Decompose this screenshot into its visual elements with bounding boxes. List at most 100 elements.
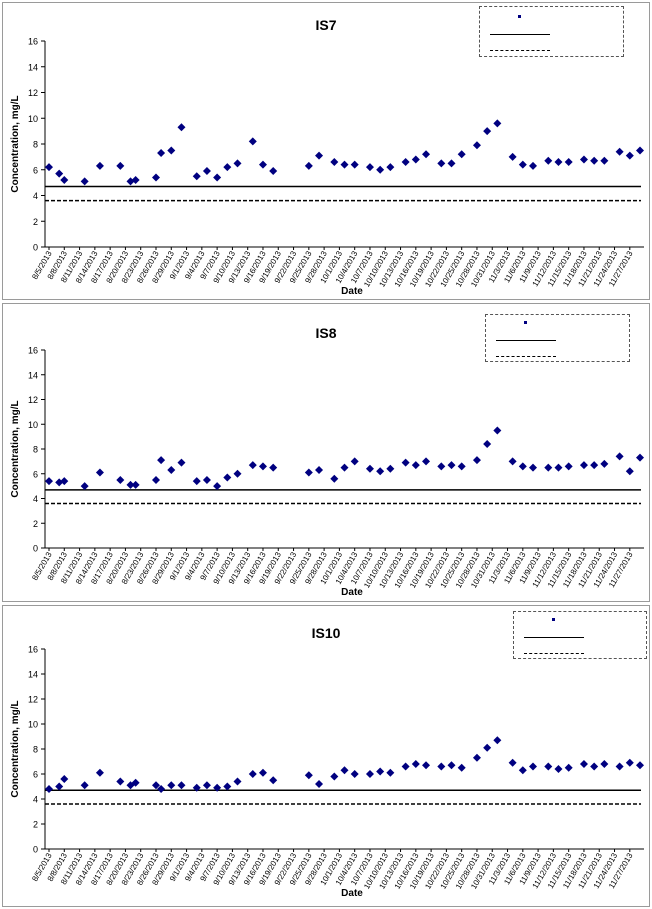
data-point xyxy=(411,461,420,470)
data-point xyxy=(60,775,69,783)
data-point xyxy=(529,463,538,472)
data-point xyxy=(636,146,644,155)
data-point xyxy=(365,464,374,473)
y-tick-label: 8 xyxy=(33,140,38,150)
data-point xyxy=(401,458,410,467)
data-point xyxy=(554,158,563,167)
y-tick-label: 12 xyxy=(28,695,38,705)
data-point xyxy=(55,169,64,178)
data-point xyxy=(157,456,166,465)
data-point xyxy=(60,176,69,185)
data-point xyxy=(80,177,89,186)
data-point xyxy=(202,781,211,790)
data-point xyxy=(177,458,186,467)
data-point xyxy=(315,151,324,160)
data-point xyxy=(330,772,339,781)
data-point xyxy=(45,477,53,486)
data-point xyxy=(544,156,553,165)
data-point xyxy=(457,763,466,772)
data-point xyxy=(579,760,588,768)
y-tick-label: 10 xyxy=(28,720,38,730)
chart-panel-is8: IS8 0 2 4 6 8 10 12 14 16 Concentration, mg/L 8/5/2… xyxy=(2,303,650,602)
data-point xyxy=(365,163,374,172)
data-point xyxy=(447,761,456,770)
x-axis-label: Date xyxy=(341,888,363,899)
data-point xyxy=(213,173,222,182)
data-point xyxy=(223,163,232,172)
data-point xyxy=(493,736,502,745)
data-point xyxy=(177,781,186,790)
data-point xyxy=(157,149,166,158)
data-point xyxy=(350,770,359,778)
data-point xyxy=(80,482,89,491)
data-point xyxy=(483,743,492,752)
data-point xyxy=(213,482,222,491)
data-point xyxy=(401,762,410,771)
y-tick-label: 12 xyxy=(28,395,38,405)
data-point xyxy=(590,461,599,470)
y-axis-label: Concentration, mg/L xyxy=(10,700,21,797)
data-point xyxy=(600,459,609,468)
data-point xyxy=(116,777,125,786)
chart-title: IS8 xyxy=(315,325,336,341)
data-point xyxy=(151,173,160,182)
y-tick-label: 8 xyxy=(33,445,38,455)
data-point xyxy=(60,477,69,486)
data-point xyxy=(411,155,420,164)
data-point xyxy=(116,475,125,484)
data-point xyxy=(223,473,232,482)
data-point xyxy=(213,783,222,792)
y-tick-label: 0 xyxy=(33,243,38,253)
chart-legend xyxy=(513,611,647,659)
data-point xyxy=(151,781,160,790)
y-tick-label: 10 xyxy=(28,420,38,430)
data-point xyxy=(493,426,502,435)
data-point xyxy=(80,781,89,790)
data-point xyxy=(95,768,104,777)
data-point xyxy=(472,753,481,762)
y-axis-label: Concentration, mg/L xyxy=(10,400,21,497)
data-point xyxy=(437,462,446,471)
data-point xyxy=(544,463,553,472)
data-point xyxy=(269,463,278,472)
data-point xyxy=(457,150,466,159)
data-point xyxy=(167,781,176,790)
data-point xyxy=(233,777,242,786)
y-tick-label: 2 xyxy=(33,217,38,227)
data-point xyxy=(376,165,385,174)
y-tick-label: 8 xyxy=(33,745,38,755)
data-point xyxy=(625,467,634,476)
data-point xyxy=(330,474,339,483)
data-point xyxy=(508,152,517,161)
data-point xyxy=(131,480,140,489)
data-point xyxy=(518,766,527,775)
y-tick-label: 0 xyxy=(33,845,38,855)
data-point xyxy=(269,167,278,176)
y-axis-label: Concentration, mg/L xyxy=(10,95,21,192)
data-point xyxy=(340,463,349,472)
data-point xyxy=(422,150,431,159)
data-point xyxy=(518,462,527,471)
y-tick-label: 4 xyxy=(33,191,38,201)
data-point xyxy=(233,469,242,478)
data-point xyxy=(554,765,563,773)
y-tick-label: 14 xyxy=(28,370,38,380)
data-point xyxy=(304,161,313,170)
data-point xyxy=(437,762,446,771)
chart-legend xyxy=(479,6,624,57)
data-point xyxy=(579,155,588,164)
data-point xyxy=(315,466,324,475)
data-point xyxy=(192,783,201,792)
data-point xyxy=(177,123,186,132)
data-point xyxy=(529,161,538,170)
data-point xyxy=(131,176,140,185)
data-point xyxy=(202,167,211,176)
data-point xyxy=(258,768,267,777)
y-tick-label: 16 xyxy=(28,645,38,655)
data-point xyxy=(157,785,166,793)
y-tick-label: 6 xyxy=(33,469,38,479)
data-point xyxy=(437,159,446,168)
y-tick-label: 12 xyxy=(28,88,38,98)
data-point xyxy=(386,163,395,172)
